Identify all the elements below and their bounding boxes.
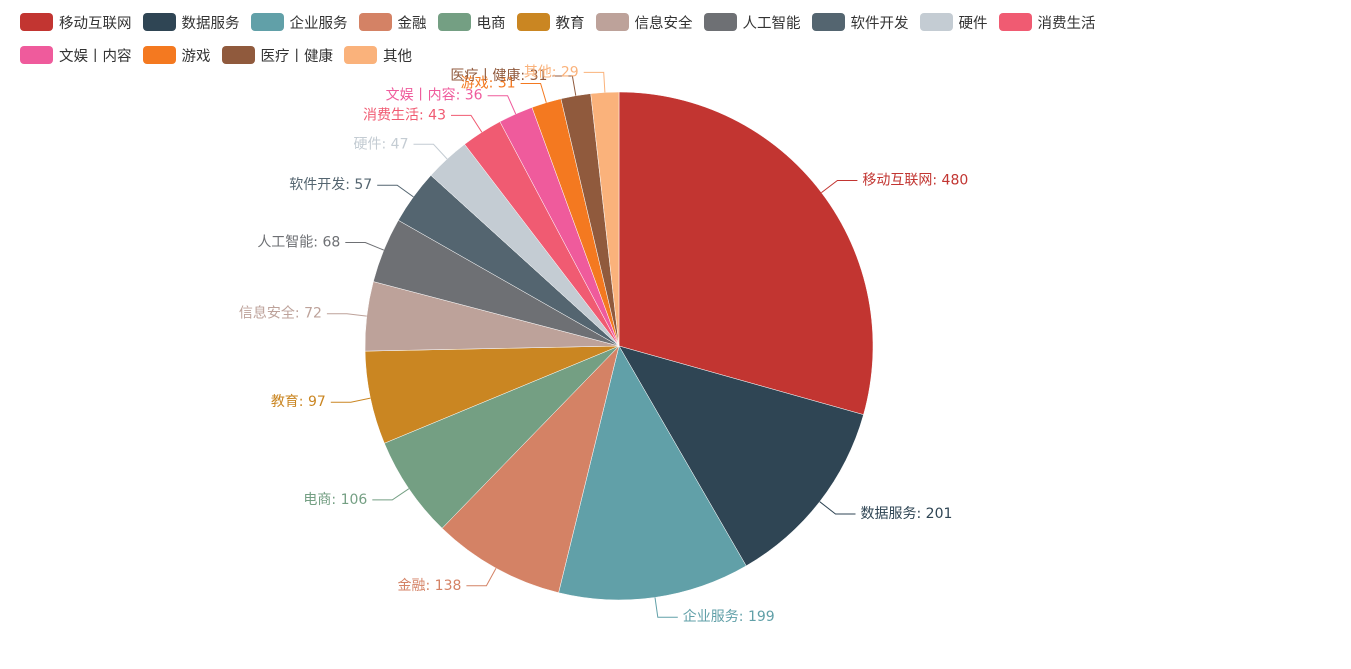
legend-swatch — [516, 13, 550, 31]
slice-data-label: 硬件: 47 — [354, 136, 409, 152]
legend-label: 人工智能 — [742, 15, 801, 32]
legend-label: 软件开发 — [850, 15, 909, 32]
leader-line — [326, 313, 367, 317]
legend-item-information-security[interactable]: 信息安全 — [595, 12, 693, 33]
legend-swatch — [142, 46, 176, 64]
legend-item-enterprise-services[interactable]: 企业服务 — [250, 12, 348, 33]
legend-swatch — [20, 46, 53, 64]
pie-labels: 移动互联网: 480 数据服务: 201 企业服务: 199 金融: 138 电商: 1… — [239, 64, 968, 625]
legend-item-education[interactable]: 教育 — [516, 12, 585, 33]
leader-line — [451, 114, 483, 133]
slice-data-label: 企业服务: 199 — [683, 608, 775, 625]
leader-line — [520, 83, 547, 103]
legend-item-software-development[interactable]: 软件开发 — [811, 12, 909, 33]
pie-leader-lines — [326, 71, 858, 618]
pie-slice[interactable] — [558, 345, 747, 601]
legend-label: 电商 — [476, 15, 506, 32]
legend-item-entertainment-content[interactable]: 文娱丨内容 — [20, 45, 132, 66]
leader-line — [372, 488, 410, 501]
legend-item-games[interactable]: 游戏 — [142, 45, 211, 66]
legend-label: 移动互联网 — [59, 15, 132, 32]
legend-label: 医疗丨健康 — [260, 48, 334, 65]
leader-line — [487, 95, 517, 115]
legend-item-ecommerce[interactable]: 电商 — [437, 12, 506, 33]
leader-line — [345, 242, 384, 251]
legend-label: 数据服务 — [181, 15, 240, 32]
slice-data-label: 软件开发: 57 — [289, 177, 372, 193]
legend-swatch — [703, 13, 737, 31]
slice-data-label: 文娱丨内容: 36 — [386, 87, 483, 104]
legend-row: 移动互联网 数据服务 企业服务 金融 电商 教育 信息安全 人工智能 — [20, 11, 1340, 33]
legend-item-mobile-internet[interactable]: 移动互联网 — [20, 12, 132, 33]
leader-line — [413, 143, 448, 160]
slice-data-label: 金融: 138 — [398, 578, 462, 594]
pie-slices — [364, 91, 874, 601]
leader-line — [819, 501, 856, 515]
leader-line — [466, 568, 497, 587]
chart-legend: 移动互联网 数据服务 企业服务 金融 电商 教育 信息安全 人工智能 — [20, 11, 1340, 77]
slice-data-label: 人工智能: 68 — [257, 235, 340, 251]
leader-line — [552, 75, 577, 96]
legend-label: 文娱丨内容 — [59, 48, 132, 65]
legend-item-artificial-intelligence[interactable]: 人工智能 — [703, 12, 801, 33]
legend-swatch — [142, 13, 176, 31]
leader-line — [330, 397, 371, 403]
leader-line — [821, 180, 858, 193]
legend-item-finance[interactable]: 金融 — [358, 12, 427, 33]
slice-data-label: 游戏: 31 — [461, 76, 516, 92]
pie-slice[interactable] — [618, 345, 864, 567]
slice-data-label: 医疗丨健康: 31 — [450, 67, 547, 84]
legend-label: 金融 — [397, 15, 427, 32]
legend-swatch — [20, 13, 53, 31]
legend-label: 教育 — [555, 15, 585, 32]
legend-label: 信息安全 — [634, 15, 693, 32]
slice-data-label: 移动互联网: 480 — [862, 173, 968, 189]
slice-data-label: 信息安全: 72 — [239, 305, 322, 322]
legend-item-medical-health[interactable]: 医疗丨健康 — [221, 45, 334, 66]
legend-item-consumer-life[interactable]: 消费生活 — [998, 12, 1096, 33]
slice-data-label: 电商: 106 — [303, 492, 367, 508]
legend-swatch — [358, 13, 392, 31]
legend-swatch — [811, 13, 845, 31]
legend-swatch — [919, 13, 953, 31]
legend-swatch — [221, 46, 255, 64]
legend-swatch — [998, 13, 1032, 31]
legend-item-data-services[interactable]: 数据服务 — [142, 12, 240, 33]
legend-label: 消费生活 — [1037, 15, 1096, 32]
legend-swatch — [344, 46, 377, 64]
legend-label: 硬件 — [958, 15, 988, 32]
legend-label: 企业服务 — [289, 15, 348, 32]
slice-data-label: 消费生活: 43 — [363, 107, 446, 123]
slice-data-label: 数据服务: 201 — [861, 506, 953, 522]
legend-swatch — [595, 13, 629, 31]
legend-swatch — [437, 13, 471, 31]
legend-swatch — [250, 13, 284, 31]
leader-line — [583, 71, 606, 93]
leader-line — [377, 184, 414, 198]
legend-row: 文娱丨内容 游戏 医疗丨健康 其他 — [20, 44, 1340, 66]
legend-item-hardware[interactable]: 硬件 — [919, 12, 988, 33]
leader-line — [654, 597, 678, 618]
legend-label: 游戏 — [181, 48, 211, 65]
legend-item-other[interactable]: 其他 — [344, 45, 412, 66]
pie-slice[interactable] — [441, 345, 620, 594]
slice-data-label: 其他: 29 — [524, 64, 579, 80]
legend-label: 其他 — [383, 48, 412, 65]
slice-data-label: 教育: 97 — [271, 394, 326, 410]
